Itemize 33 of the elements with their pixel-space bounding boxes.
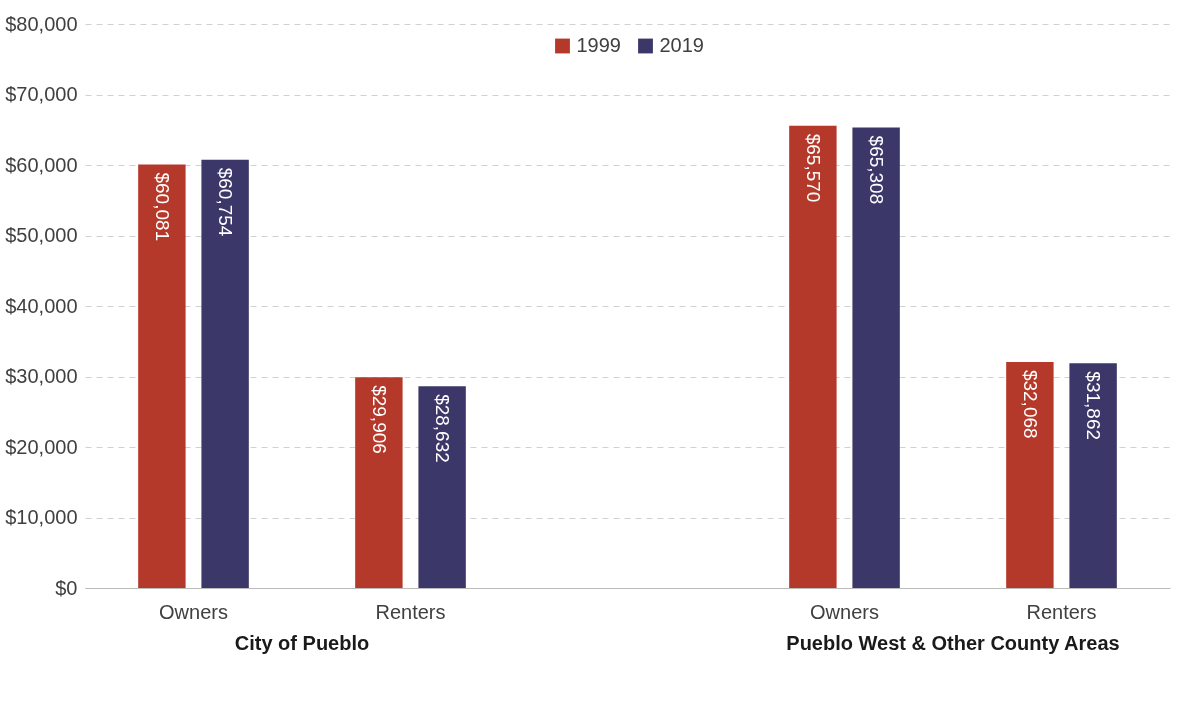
data-label: $32,068 (1019, 369, 1041, 439)
data-label: $28,632 (432, 394, 454, 463)
y-tick-label: $10,000 (5, 506, 78, 528)
y-tick-label: $40,000 (5, 294, 78, 317)
legend-label: 1999 (576, 34, 621, 56)
bar (355, 377, 403, 588)
y-tick-label: $30,000 (5, 365, 78, 387)
data-label: $60,081 (151, 172, 173, 242)
x-tick-label: Renters (1026, 600, 1097, 623)
data-label: $29,906 (368, 385, 390, 454)
data-label: $31,862 (1083, 371, 1105, 441)
data-label: $60,754 (215, 167, 237, 237)
bar (138, 164, 186, 588)
y-tick-label: $50,000 (5, 224, 78, 246)
y-tick-label: $80,000 (5, 12, 78, 35)
bar (852, 127, 900, 588)
y-tick-label: $60,000 (5, 153, 78, 176)
bar (201, 159, 249, 588)
x-tick-label: Owners (159, 600, 228, 623)
y-tick-label: $20,000 (5, 435, 78, 458)
bar (418, 386, 466, 588)
bar (1069, 363, 1117, 588)
text: City of Pueblo (234, 632, 370, 654)
x-tick-label: Renters (375, 600, 446, 623)
data-label: $65,308 (866, 135, 888, 205)
y-tick-label: $70,000 (5, 83, 78, 105)
y-tick-label: $0 (55, 576, 78, 599)
data-label: $65,570 (802, 133, 824, 203)
bar (789, 125, 837, 588)
text: Pueblo West & Other County Areas (786, 632, 1120, 654)
x-tick-label: Owners (810, 600, 879, 623)
bar (1006, 361, 1054, 588)
legend-label: 2019 (659, 34, 704, 56)
